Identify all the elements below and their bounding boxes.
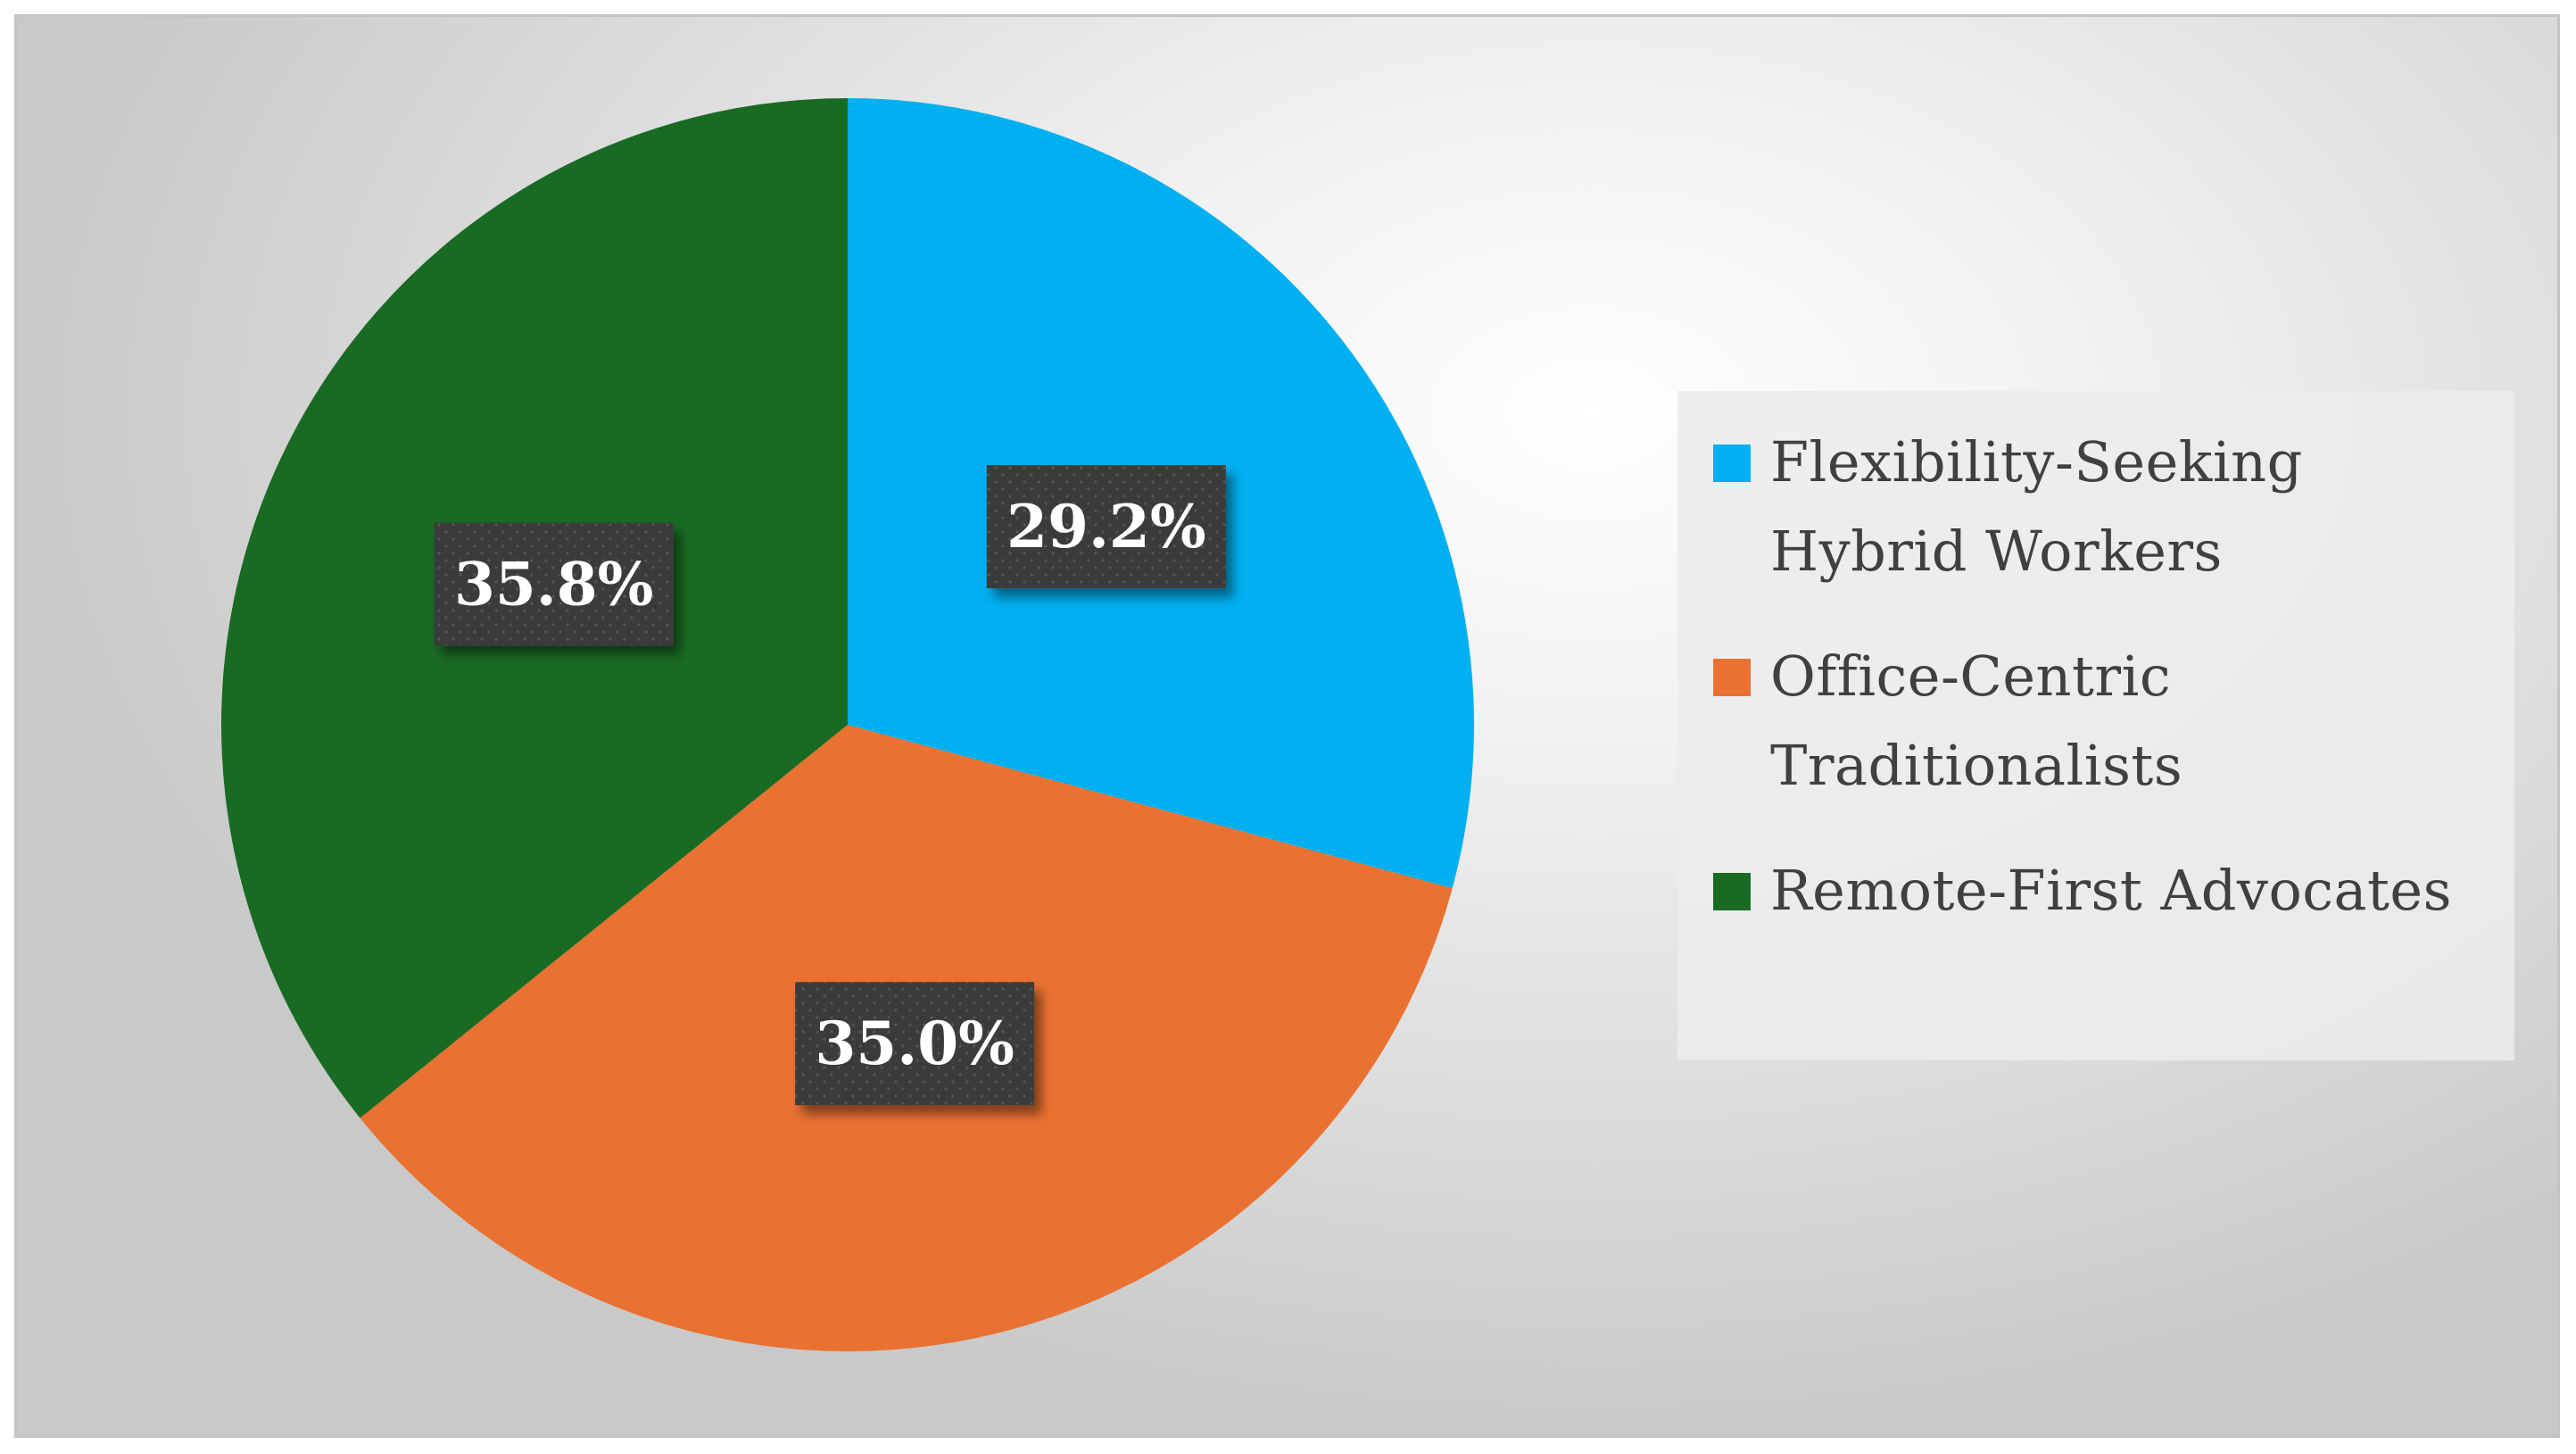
data-label: 29.2% [986, 465, 1226, 589]
legend-label: Remote-First Advocates [1770, 858, 2452, 923]
data-label-box [986, 465, 1226, 589]
legend-swatch [1713, 873, 1751, 910]
data-label: 35.8% [434, 522, 674, 646]
data-label-box [795, 982, 1035, 1106]
chart-legend: Flexibility-Seeking Hybrid Workers Offic… [1677, 391, 2514, 1060]
data-label-text: 29.2% [1006, 492, 1205, 561]
data-label-text: 35.8% [454, 550, 653, 619]
data-label-box [434, 522, 674, 646]
legend-item-remote-first: Remote-First Advocates [1713, 846, 2514, 935]
legend-swatch [1713, 445, 1751, 482]
legend-swatch [1713, 659, 1751, 696]
data-label-text: 35.0% [815, 1009, 1014, 1078]
legend-label: Office-Centric Traditionalists [1770, 644, 2183, 798]
pie-slices [221, 98, 1474, 1351]
legend-item-flexibility-seeking: Flexibility-Seeking Hybrid Workers [1713, 418, 2514, 596]
data-label: 35.0% [795, 982, 1035, 1106]
pie-data-labels: 29.2% 35.0% 35.8% [434, 465, 1226, 1106]
legend-item-office-centric: Office-Centric Traditionalists [1713, 632, 2514, 810]
legend-label: Flexibility-Seeking Hybrid Workers [1770, 429, 2303, 584]
